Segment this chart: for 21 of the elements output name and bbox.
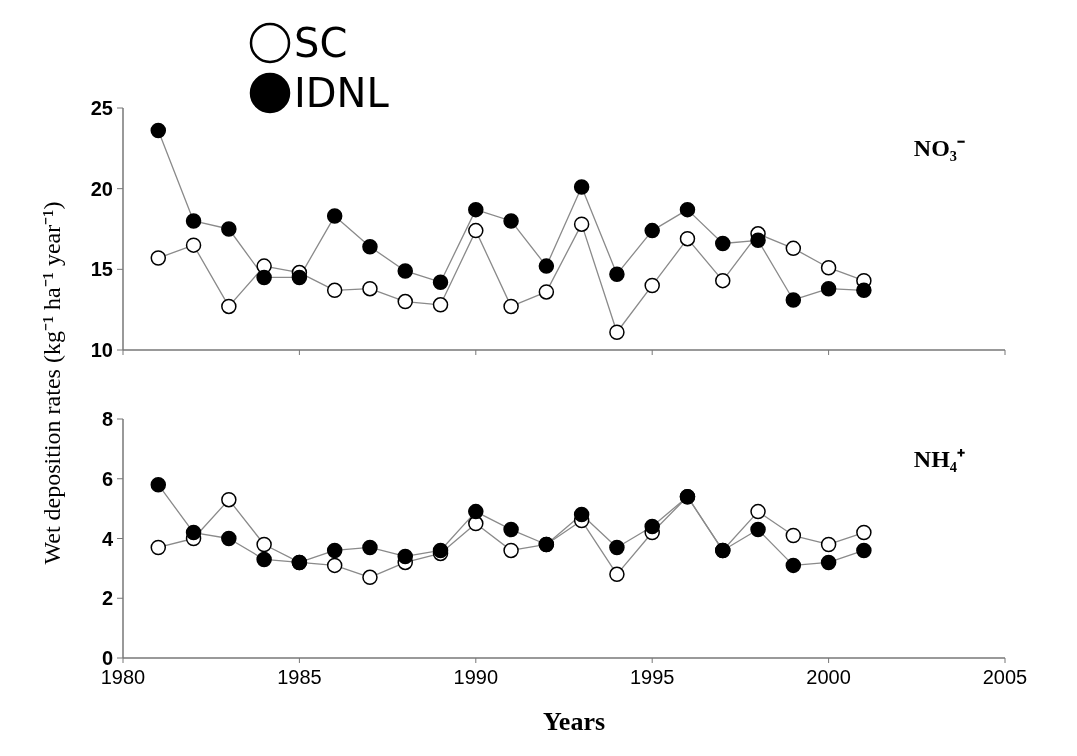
text: NH₄⁺ <box>913 446 965 472</box>
legend-label: IDNL <box>294 70 390 117</box>
y-tick-label: 25 <box>90 97 113 119</box>
x-axis-title: Years <box>542 707 606 736</box>
y-tick-label: 8 <box>101 408 113 430</box>
x-tick-label: 1995 <box>629 666 675 688</box>
y-tick-label: 4 <box>101 527 114 550</box>
legend-label: SC <box>294 20 348 67</box>
text: NO₃⁻ <box>913 135 965 161</box>
y-tick-label: 15 <box>90 258 113 281</box>
x-tick-label: 2000 <box>806 666 851 688</box>
y-tick-label: 2 <box>101 587 113 610</box>
x-tick-label: 2005 <box>982 666 1028 688</box>
y-tick-label: 10 <box>90 339 113 361</box>
x-tick-label: 1985 <box>277 666 322 688</box>
y-tick-label: 6 <box>101 467 113 490</box>
x-tick-label: 1990 <box>453 666 499 688</box>
y-tick-label: 20 <box>90 177 113 200</box>
x-tick-label: 1980 <box>100 666 146 688</box>
y-axis-title: Wet deposition rates (kg⁻¹ ha⁻¹ year⁻¹) <box>39 201 65 565</box>
y-tick-label: 0 <box>101 647 113 669</box>
